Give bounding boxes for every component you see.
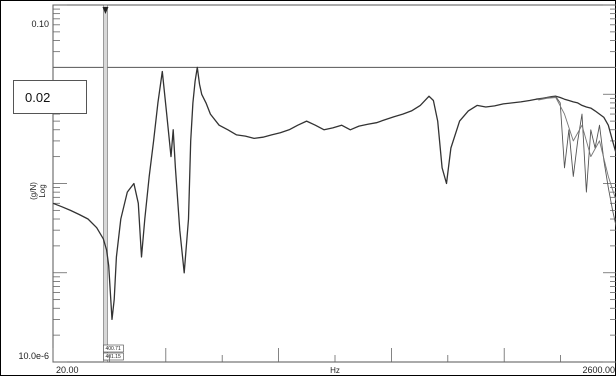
- series-line-1: [538, 96, 616, 228]
- y-tick-label-bottom: 10.0e-6: [18, 351, 49, 361]
- cursor-readout-box: 0.02: [13, 80, 87, 114]
- series-line-0: [52, 66, 616, 321]
- cursor-readout-value: 0.02: [25, 90, 51, 105]
- y-axis-unit: (g/N): [29, 182, 38, 200]
- y-tick-label-top: 0.10: [31, 19, 49, 29]
- y-axis-ticks: [53, 4, 616, 363]
- x-axis-label: Hz: [330, 366, 340, 375]
- series-layer: [52, 66, 616, 321]
- x-axis-ticks: [52, 348, 561, 362]
- cursor-value-2: 401.15: [105, 354, 121, 360]
- cursor-band[interactable]: [103, 4, 108, 363]
- y-axis-label: Log: [38, 184, 47, 197]
- cursor-handle-icon[interactable]: [102, 7, 109, 14]
- cursor-value-1: 400.71: [105, 346, 121, 352]
- x-tick-label-left: 20.00: [56, 365, 79, 375]
- cursor-value-box-1: [103, 344, 124, 353]
- series-line-2: [538, 97, 616, 202]
- plot-area: [52, 4, 616, 363]
- x-tick-label-right: 2600.00: [582, 365, 615, 375]
- cursor-value-box-2: [103, 352, 124, 361]
